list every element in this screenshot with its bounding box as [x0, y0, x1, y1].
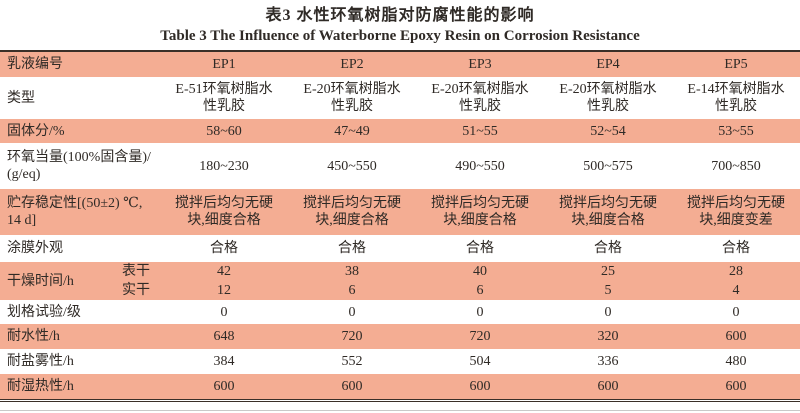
- table-title-english: Table 3 The Influence of Waterborne Epox…: [160, 28, 640, 44]
- data-cell: 搅拌后均匀无硬 块,细度合格: [416, 189, 544, 235]
- data-cell: 47~49: [288, 119, 416, 143]
- header-row: 乳液编号 EP1 EP2 EP3 EP4 EP5: [0, 51, 800, 77]
- column-header: EP2: [288, 51, 416, 77]
- data-table: 乳液编号 EP1 EP2 EP3 EP4 EP5 类型 E-51环氧树脂水 性乳…: [0, 50, 800, 402]
- data-cell: 28: [672, 262, 800, 281]
- data-cell: 5: [544, 281, 672, 300]
- row-label: 干燥时间/h: [0, 262, 112, 300]
- data-cell: E-51环氧树脂水 性乳胶: [175, 82, 273, 114]
- sub-row-label: 表干: [112, 262, 160, 281]
- data-cell: E-14环氧树脂水 性乳胶: [687, 82, 785, 114]
- data-cell: 4: [672, 281, 800, 300]
- data-cell: 648: [160, 324, 288, 349]
- data-cell: 合格: [594, 241, 622, 256]
- table-row-salt-spray-resistance: 耐盐雾性/h 384 552 504 336 480: [0, 349, 800, 374]
- data-cell: 58~60: [160, 119, 288, 143]
- data-cell: 合格: [466, 241, 494, 256]
- table-titles: 表3 水性环氧树脂对防腐性能的影响 Table 3 The Influence …: [0, 0, 800, 47]
- table-row-crosscut-test: 划格试验/级 0 0 0 0 0: [0, 300, 800, 324]
- data-cell: 504: [469, 354, 491, 369]
- row-label: 类型: [7, 90, 35, 106]
- data-cell: 480: [725, 354, 747, 369]
- sub-row-label: 实干: [112, 281, 160, 300]
- table-row-drying-surface: 干燥时间/h 表干 42 38 40 25 28: [0, 262, 800, 300]
- data-cell: 0: [732, 304, 740, 320]
- data-cell: 600: [160, 374, 288, 400]
- data-cell: 0: [476, 304, 484, 320]
- data-cell: 600: [672, 374, 800, 400]
- data-cell: 600: [672, 324, 800, 349]
- data-cell: 700~850: [711, 158, 761, 174]
- row-label: 耐水性/h: [0, 324, 160, 349]
- data-cell: 0: [348, 304, 356, 320]
- data-cell: 12: [160, 281, 288, 300]
- row-label: 固体分/%: [0, 119, 160, 143]
- data-cell: 搅拌后均匀无硬 块,细度合格: [160, 189, 288, 235]
- table-row-drying-hard: 实干 12 6 6 5 4: [0, 281, 800, 300]
- data-cell: 0: [604, 304, 612, 320]
- column-header: EP4: [544, 51, 672, 77]
- data-cell: 搅拌后均匀无硬 块,细度合格: [288, 189, 416, 235]
- data-cell: 500~575: [583, 158, 633, 174]
- data-cell: 51~55: [416, 119, 544, 143]
- data-cell: E-20环氧树脂水 性乳胶: [303, 82, 401, 114]
- column-header: EP1: [160, 51, 288, 77]
- data-cell: 搅拌后均匀无硬 块,细度合格: [544, 189, 672, 235]
- row-label: 耐湿热性/h: [0, 374, 160, 400]
- data-cell: E-20环氧树脂水 性乳胶: [559, 82, 657, 114]
- data-cell: 6: [288, 281, 416, 300]
- data-cell: 40: [416, 262, 544, 281]
- data-cell: 320: [544, 324, 672, 349]
- row-label: 贮存稳定性[(50±2) ℃, 14 d]: [0, 189, 160, 235]
- row-label: 划格试验/级: [7, 304, 81, 320]
- table-row-storage-stability: 贮存稳定性[(50±2) ℃, 14 d] 搅拌后均匀无硬 块,细度合格 搅拌后…: [0, 189, 800, 235]
- row-label: 涂膜外观: [7, 241, 63, 256]
- data-cell: 52~54: [544, 119, 672, 143]
- page-edge-line: [0, 410, 800, 411]
- row-label: 环氧当量(100%固含量)/ (g/eq): [7, 150, 151, 182]
- table-row-film-appearance: 涂膜外观 合格 合格 合格 合格 合格: [0, 235, 800, 262]
- row-label: 耐盐雾性/h: [7, 354, 74, 369]
- data-cell: 600: [288, 374, 416, 400]
- table-row-epoxy-equivalent: 环氧当量(100%固含量)/ (g/eq) 180~230 450~550 49…: [0, 143, 800, 189]
- data-cell: 合格: [338, 241, 366, 256]
- row-label: 乳液编号: [0, 51, 160, 77]
- data-cell: 合格: [722, 241, 750, 256]
- data-cell: 336: [597, 354, 619, 369]
- data-cell: 720: [288, 324, 416, 349]
- table-row-type: 类型 E-51环氧树脂水 性乳胶 E-20环氧树脂水 性乳胶 E-20环氧树脂水…: [0, 77, 800, 119]
- column-header: EP3: [416, 51, 544, 77]
- data-cell: 38: [288, 262, 416, 281]
- data-cell: E-20环氧树脂水 性乳胶: [431, 82, 529, 114]
- data-cell: 720: [416, 324, 544, 349]
- data-cell: 6: [416, 281, 544, 300]
- data-cell: 490~550: [455, 158, 505, 174]
- data-cell: 合格: [210, 241, 238, 256]
- data-cell: 53~55: [672, 119, 800, 143]
- data-cell: 0: [220, 304, 228, 320]
- data-cell: 552: [341, 354, 363, 369]
- data-cell: 42: [160, 262, 288, 281]
- table-row-damp-heat-resistance: 耐湿热性/h 600 600 600 600 600: [0, 374, 800, 400]
- data-cell: 600: [416, 374, 544, 400]
- column-header: EP5: [672, 51, 800, 77]
- data-cell: 25: [544, 262, 672, 281]
- data-cell: 450~550: [327, 158, 377, 174]
- data-cell: 384: [213, 354, 235, 369]
- data-cell: 搅拌后均匀无硬 块,细度变差: [672, 189, 800, 235]
- table-row-water-resistance: 耐水性/h 648 720 720 320 600: [0, 324, 800, 349]
- table-row-solid-content: 固体分/% 58~60 47~49 51~55 52~54 53~55: [0, 119, 800, 143]
- data-cell: 180~230: [199, 158, 249, 174]
- data-cell: 600: [544, 374, 672, 400]
- table-title-chinese: 表3 水性环氧树脂对防腐性能的影响: [265, 7, 535, 24]
